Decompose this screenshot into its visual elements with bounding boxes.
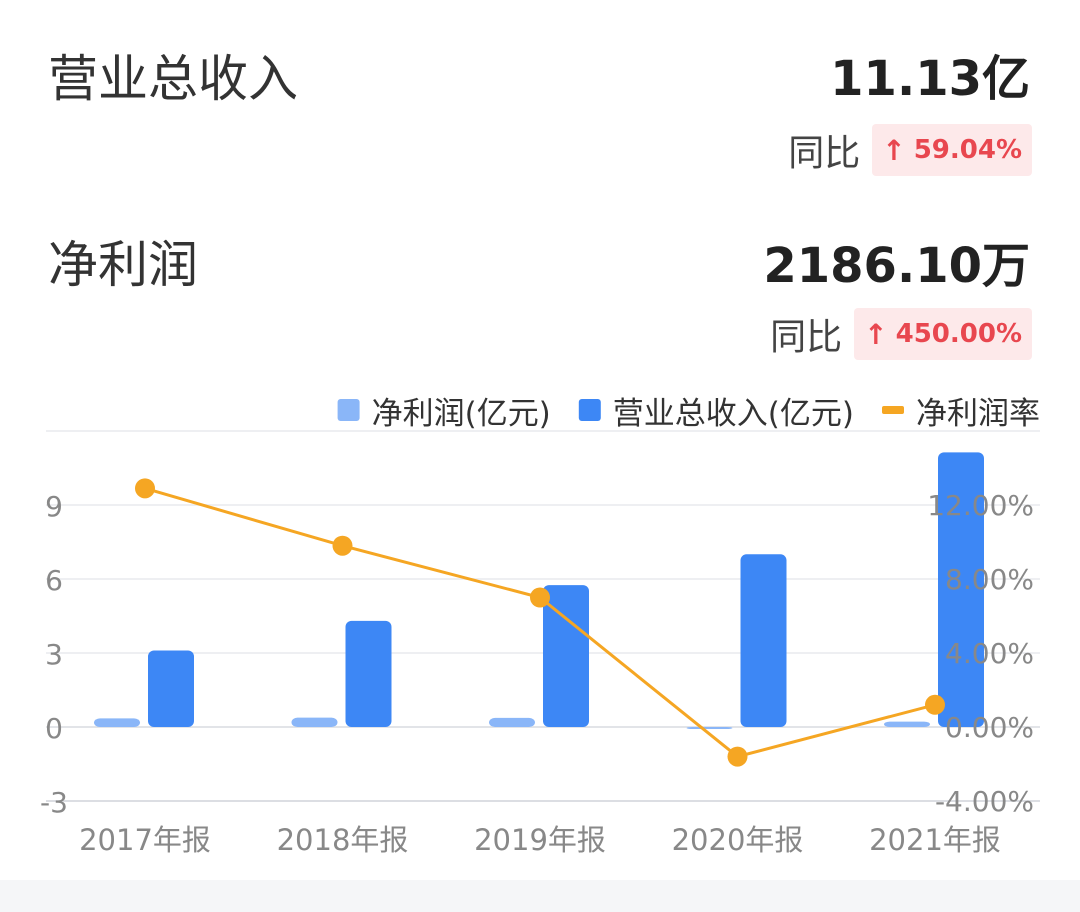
- revenue-bar-2: [543, 585, 589, 727]
- net-profit-bar-0: [94, 718, 140, 727]
- x-tick-4: 2021年报: [869, 823, 1001, 857]
- net-profit-value: 2186.10万: [763, 238, 1030, 294]
- y-left-tick-1: 6: [45, 564, 63, 597]
- net-profit-bar-4: [884, 721, 930, 727]
- revenue-yoy-badge: ↑ 59.04%: [872, 124, 1032, 176]
- revenue-yoy: 同比 ↑ 59.04%: [788, 124, 1032, 176]
- arrow-up-icon: ↑: [864, 317, 888, 351]
- bottom-divider: [0, 880, 1080, 912]
- y-left-tick-3: 0: [45, 712, 63, 745]
- x-tick-2: 2019年报: [474, 823, 606, 857]
- y-right-tick-2: 4.00%: [945, 637, 1034, 670]
- margin-line: [144, 486, 936, 759]
- y-right-tick-0: 12.00%: [927, 489, 1034, 522]
- net-profit-bar-3: [686, 727, 733, 729]
- margin-point-4: [925, 694, 945, 715]
- revenue-label: 营业总收入: [48, 50, 298, 108]
- revenue-bar-1: [345, 620, 392, 727]
- x-tick-1: 2018年报: [277, 823, 409, 857]
- legend-swatch-2: [882, 406, 904, 414]
- arrow-up-icon: ↑: [882, 133, 906, 167]
- net-profit-yoy-value: 450.00%: [895, 319, 1022, 349]
- net-profit-label: 净利润: [48, 236, 198, 294]
- revenue-value: 11.13亿: [830, 51, 1030, 107]
- y-right-tick-4: -4.00%: [935, 785, 1034, 818]
- net-profit-bar-2: [489, 717, 535, 727]
- net-profit-yoy-label: 同比: [770, 317, 843, 358]
- x-tick-0: 2017年报: [79, 823, 211, 857]
- y-right-tick-3: 0.00%: [945, 711, 1034, 744]
- net-profit-yoy: 同比 ↑ 450.00%: [770, 308, 1032, 360]
- margin-point-2: [530, 587, 550, 608]
- revenue-yoy-label: 同比: [788, 133, 861, 174]
- revenue-bar-3: [740, 554, 787, 727]
- revenue-bar-0: [148, 650, 194, 727]
- revenue-bar-4: [938, 452, 984, 727]
- y-left-tick-4: -3: [40, 786, 68, 819]
- revenue-yoy-value: 59.04%: [913, 135, 1022, 165]
- legend-label-1: 营业总收入(亿元): [613, 396, 854, 432]
- legend-label-2: 净利润率: [916, 396, 1040, 432]
- net-profit-yoy-badge: ↑ 450.00%: [854, 308, 1032, 360]
- y-left-tick-2: 3: [45, 638, 63, 671]
- margin-point-1: [332, 535, 353, 556]
- y-right-tick-1: 8.00%: [945, 563, 1034, 596]
- x-tick-3: 2020年报: [672, 823, 804, 857]
- margin-point-0: [135, 478, 155, 499]
- combo-chart: 净利润率 营业总收入(亿元) 净利润(亿元) 9 6 3 0 -3 2017年报 2018年报 2…: [40, 396, 1040, 857]
- legend-swatch-1: [578, 399, 601, 421]
- legend-swatch-0: [337, 399, 360, 421]
- y-left-tick-0: 9: [45, 490, 63, 523]
- legend-label-0: 净利润(亿元): [372, 396, 551, 432]
- margin-point-3: [727, 746, 748, 767]
- net-profit-bar-1: [291, 717, 338, 727]
